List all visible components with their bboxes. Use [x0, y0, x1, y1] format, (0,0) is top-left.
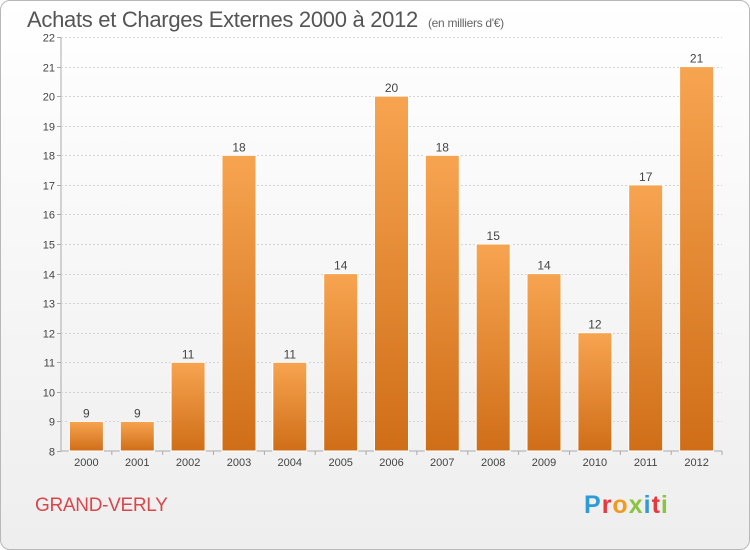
y-tick-label: 16 — [43, 210, 55, 222]
data-label: 11 — [284, 347, 297, 361]
x-tick-label: 2001 — [125, 457, 149, 469]
bar — [170, 361, 206, 452]
bar — [628, 184, 664, 452]
data-label: 14 — [537, 259, 551, 273]
x-tick-label: 2002 — [176, 457, 200, 469]
x-tick-label: 2012 — [684, 457, 708, 469]
commune-name: GRAND-VERLY — [35, 495, 168, 516]
bar — [475, 243, 511, 452]
data-label: 18 — [232, 140, 246, 154]
logo-letter: r — [601, 491, 613, 519]
bar — [679, 66, 715, 452]
x-tick-label: 2011 — [634, 457, 658, 469]
bar — [119, 420, 155, 452]
y-tick-label: 20 — [43, 92, 55, 104]
x-tick-label: 2005 — [328, 457, 352, 469]
logo-letter: t — [651, 491, 661, 519]
x-tick-label: 2009 — [532, 457, 556, 469]
y-tick-label: 9 — [49, 417, 55, 429]
logo-letter: i — [660, 491, 669, 519]
x-tick-label: 2006 — [379, 457, 403, 469]
y-tick-label: 10 — [43, 388, 55, 400]
bar — [272, 361, 308, 452]
data-label: 11 — [182, 347, 195, 361]
bar — [323, 273, 359, 452]
y-tick-label: 18 — [43, 151, 55, 163]
bar — [526, 273, 562, 452]
y-tick-label: 14 — [43, 270, 55, 282]
y-tick-label: 17 — [43, 181, 55, 193]
logo-letter: P — [584, 491, 602, 519]
bar — [68, 420, 104, 452]
y-tick-label: 21 — [43, 63, 55, 75]
chart-title-text: Achats et Charges Externes 2000 à 2012 — [27, 7, 418, 32]
data-label: 20 — [385, 81, 399, 95]
bar — [374, 95, 409, 452]
data-label: 18 — [436, 140, 450, 154]
bars: 9 9 11 18 11 14 20 18 15 14 12 17 21 — [68, 52, 715, 452]
y-tick-label: 22 — [43, 33, 55, 45]
x-tick-label: 2007 — [430, 457, 454, 469]
x-tick-label: 2004 — [278, 457, 302, 469]
x-axis: 2000 2001 2002 2003 2004 2005 2006 2007 2008 2009… — [74, 451, 723, 469]
data-label: 9 — [83, 406, 90, 420]
data-label: 21 — [690, 52, 704, 66]
bar — [424, 154, 460, 452]
y-tick-label: 15 — [43, 240, 55, 252]
data-label: 9 — [134, 406, 141, 420]
y-tick-label: 11 — [44, 358, 55, 370]
data-label: 12 — [588, 318, 602, 332]
y-tick-label: 8 — [49, 447, 55, 459]
x-tick-label: 2003 — [227, 457, 251, 469]
data-label: 17 — [639, 170, 653, 184]
bar — [577, 332, 613, 452]
x-tick-label: 2010 — [583, 457, 607, 469]
chart-title: Achats et Charges Externes 2000 à 2012 (e… — [27, 7, 504, 33]
y-axis: 8 9 10 11 12 13 14 15 16 17 18 19 20 21 22 — [43, 33, 61, 459]
data-label: 14 — [334, 259, 348, 273]
x-tick-label: 2008 — [481, 457, 505, 469]
y-tick-label: 13 — [43, 299, 55, 311]
logo-letter: o — [612, 491, 629, 519]
data-label: 15 — [487, 229, 501, 243]
chart-subtitle: (en milliers d'€) — [427, 16, 504, 30]
x-tick-label: 2000 — [74, 457, 98, 469]
logo-letter: i — [643, 491, 652, 519]
bar — [221, 154, 257, 452]
proxiti-logo[interactable]: Proxiti — [584, 491, 669, 520]
y-tick-label: 19 — [43, 122, 55, 134]
y-tick-label: 12 — [43, 329, 55, 341]
logo-letter: x — [628, 491, 644, 519]
